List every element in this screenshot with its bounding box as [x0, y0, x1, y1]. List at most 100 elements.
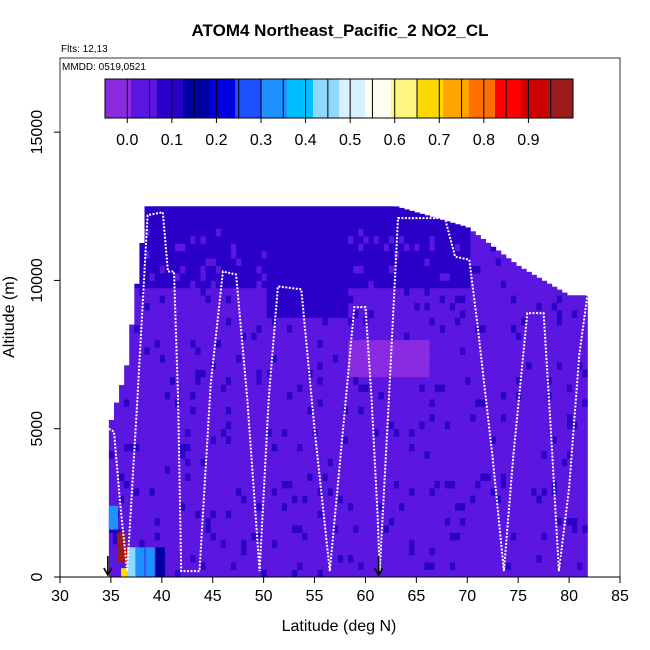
heat-cell — [266, 265, 273, 274]
heat-cell — [312, 421, 318, 430]
heat-cell — [383, 554, 390, 563]
heat-cell — [200, 206, 206, 215]
heat-cell — [388, 399, 395, 407]
heat-cell — [317, 347, 324, 355]
heat-cell — [215, 562, 222, 570]
heat-cell — [465, 413, 471, 422]
heat-cell — [144, 206, 150, 215]
heat-cell — [225, 495, 232, 504]
heat-cell — [582, 547, 588, 556]
heat-cell — [134, 413, 140, 422]
heat-cell — [505, 525, 512, 533]
heat-cell — [134, 332, 140, 341]
heat-cell — [399, 532, 405, 541]
heat-cell — [215, 354, 222, 363]
heat-cell — [322, 465, 329, 474]
heat-cell — [399, 413, 405, 422]
heat-cell — [551, 287, 558, 296]
heat-cell — [373, 213, 380, 222]
heat-cell — [399, 287, 405, 296]
heat-cell — [561, 361, 568, 370]
heat-cell — [185, 361, 191, 370]
heat-cell — [251, 554, 257, 563]
heat-cell — [113, 443, 120, 452]
heat-cell — [465, 406, 471, 415]
heat-cell — [480, 547, 486, 556]
heat-cell — [281, 480, 288, 489]
heat-cell — [322, 450, 329, 459]
heat-cell — [500, 399, 507, 407]
heat-cell — [419, 399, 425, 407]
heat-cell — [149, 250, 156, 259]
heat-cell — [556, 376, 563, 385]
heat-cell — [536, 280, 542, 289]
heat-cell — [251, 347, 257, 355]
heat-cell — [210, 488, 217, 496]
heat-cell — [353, 488, 359, 496]
heat-cell — [149, 443, 156, 452]
heat-cell — [180, 480, 186, 489]
heat-cell — [353, 399, 359, 407]
heat-cell — [409, 310, 415, 318]
heat-cell — [383, 250, 390, 259]
heat-cell — [271, 280, 278, 289]
heat-cell — [495, 265, 502, 274]
heat-cell — [556, 539, 563, 548]
heat-cell — [582, 569, 588, 578]
heat-cell — [561, 443, 568, 452]
heat-cell — [236, 547, 242, 556]
heat-cell — [307, 317, 313, 326]
heat-cell — [561, 347, 568, 355]
heat-cell — [256, 354, 262, 363]
heat-cell — [144, 413, 150, 422]
heat-cell — [500, 547, 507, 556]
heat-cell — [210, 391, 217, 400]
heat-cell — [521, 421, 527, 430]
heat-cell — [144, 287, 150, 296]
heat-cell — [271, 354, 278, 363]
heat-cell — [225, 376, 232, 385]
heat-cell — [358, 376, 364, 385]
heat-cell — [516, 265, 522, 274]
heat-cell — [526, 271, 532, 274]
heat-cell — [480, 243, 486, 252]
heat-cell — [134, 369, 140, 378]
heat-cell — [470, 569, 476, 578]
heat-cell — [317, 228, 324, 237]
heat-cell — [429, 413, 436, 422]
heat-cell — [358, 443, 364, 452]
heat-cell — [429, 569, 436, 578]
heat-cell — [404, 562, 410, 570]
heat-cell — [444, 436, 451, 444]
heat-cell — [287, 347, 293, 355]
heat-cell — [490, 391, 497, 400]
heat-cell — [582, 525, 588, 533]
heat-cell — [414, 569, 420, 578]
heat-cell — [164, 495, 171, 504]
heat-cell — [414, 324, 420, 333]
heat-cell — [424, 258, 430, 266]
heat-cell — [470, 250, 476, 259]
heat-cell — [225, 532, 232, 541]
heat-cell — [292, 450, 298, 459]
heat-cell — [287, 324, 293, 333]
heat-cell — [414, 332, 420, 341]
heat-cell — [449, 376, 456, 385]
heat-cell — [337, 488, 344, 496]
heat-cell — [511, 310, 517, 318]
heat-cell — [220, 525, 227, 533]
heat-cell — [561, 384, 568, 393]
heat-cell — [373, 302, 380, 311]
heat-cell — [521, 510, 527, 519]
heat-cell — [302, 517, 308, 526]
heat-cell — [465, 473, 471, 482]
heat-cell — [144, 525, 150, 533]
heat-cell — [276, 384, 283, 393]
heat-cell — [526, 302, 532, 311]
heat-cell — [546, 339, 553, 348]
heat-cell — [180, 287, 186, 296]
heat-cell — [363, 458, 369, 467]
heat-cell — [241, 243, 247, 252]
heat-cell — [292, 443, 298, 452]
heat-cell — [302, 569, 308, 578]
